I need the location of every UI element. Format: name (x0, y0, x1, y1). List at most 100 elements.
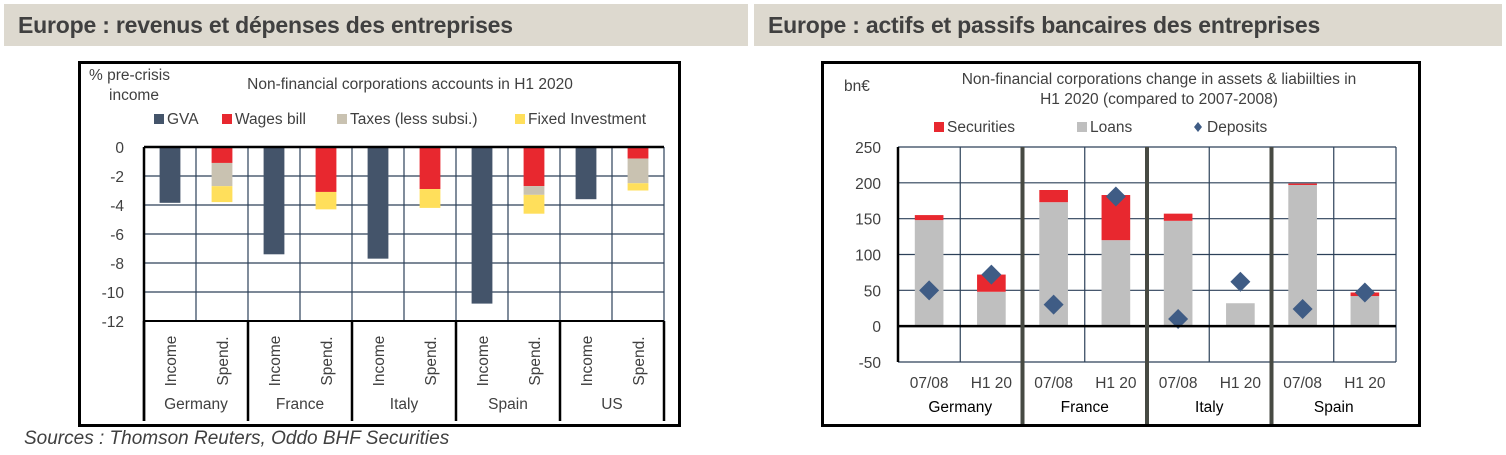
y-tick-label: 0 (115, 140, 124, 157)
bar-taxes-us (627, 158, 649, 184)
legend-label: Deposits (1207, 119, 1268, 136)
x-group-label: Germany (928, 399, 992, 416)
bar-securities (914, 215, 944, 221)
legend-swatch (222, 114, 232, 124)
x-subcategory-label: 07/08 (1034, 375, 1073, 392)
x-subcategory-label: Income (371, 336, 388, 387)
marker-deposits (981, 264, 1002, 285)
bar-fixed-us (627, 183, 649, 191)
x-subcategory-label: Spend. (215, 336, 232, 385)
x-group-label: Spain (1314, 399, 1354, 416)
x-group-label: France (1061, 399, 1109, 416)
bar-fixed-italy (419, 189, 441, 208)
x-group-label: France (276, 396, 324, 413)
bar-fixed-france (315, 191, 337, 210)
x-subcategory-label: Income (579, 336, 596, 387)
y-tick-label: 200 (855, 176, 881, 193)
bar-loans (1163, 220, 1193, 327)
y-axis-label: income (109, 87, 159, 104)
marker-deposits (1354, 282, 1375, 303)
x-group-label: Spain (488, 396, 528, 413)
x-subcategory-label: Spend. (631, 336, 648, 385)
y-tick-label: 100 (855, 248, 881, 265)
bar-loans (977, 291, 1006, 327)
legend-swatch (1194, 122, 1202, 132)
x-subcategory-label: 07/08 (1283, 375, 1322, 392)
x-subcategory-label: Income (267, 336, 284, 387)
bar-securities (1288, 183, 1317, 185)
bar-securities (1039, 190, 1068, 203)
legend-swatch (934, 122, 944, 132)
bar-loans (1101, 240, 1131, 327)
marker-deposits (1168, 309, 1189, 329)
y-tick-label: -8 (110, 256, 124, 273)
marker-deposits (1292, 298, 1313, 319)
y-axis-label: bn€ (844, 78, 870, 95)
bar-wages-italy (419, 147, 441, 190)
y-tick-label: -50 (859, 355, 882, 372)
legend-label: Wages bill (235, 111, 306, 128)
bar-wages-france (315, 147, 337, 192)
y-tick-label: -6 (110, 227, 124, 244)
x-subcategory-label: Spend. (319, 336, 336, 385)
bar-wages-germany (211, 147, 233, 163)
x-group-label: Italy (1195, 399, 1224, 416)
y-tick-label: -4 (110, 198, 124, 215)
bar-loans (914, 220, 944, 327)
x-group-label: Germany (164, 396, 228, 413)
section-header-left: Europe : revenus et dépenses des entrepr… (4, 4, 748, 46)
legend-label: Taxes (less subsi.) (350, 111, 477, 128)
source-note: Sources : Thomson Reuters, Oddo BHF Secu… (24, 428, 450, 449)
x-subcategory-label: H1 20 (1344, 375, 1386, 392)
x-subcategory-label: H1 20 (971, 375, 1013, 392)
marker-deposits (919, 280, 940, 301)
x-subcategory-label: Spend. (423, 336, 440, 385)
y-axis-label: % pre-crisis (89, 67, 170, 84)
chart-title: Non-financial corporations accounts in H… (247, 76, 573, 93)
section-header-right: Europe : actifs et passifs bancaires des… (754, 4, 1502, 46)
y-tick-label: -10 (102, 285, 125, 302)
bar-fixed-germany (211, 186, 233, 203)
section-title-left: Europe : revenus et dépenses des entrepr… (18, 12, 513, 38)
chart-frame-assets-liabilities: bn€ Non-financial corporations change in … (821, 61, 1421, 427)
chart-title: H1 2020 (compared to 2007-2008) (1040, 91, 1278, 108)
bar-taxes-spain (523, 186, 545, 195)
y-tick-label: 250 (855, 140, 881, 157)
legend-swatch (337, 114, 347, 124)
x-subcategory-label: 07/08 (1159, 375, 1198, 392)
y-tick-label: 0 (872, 319, 881, 336)
chart-frame-income-spending: % pre-crisis income Non-financial corporat… (78, 61, 681, 427)
legend-label: Loans (1090, 119, 1132, 136)
x-subcategory-label: Income (475, 336, 492, 387)
x-subcategory-label: 07/08 (910, 375, 949, 392)
y-tick-label: 50 (864, 283, 882, 300)
y-tick-label: -12 (102, 314, 124, 331)
bar-wages-us (627, 147, 649, 159)
x-subcategory-label: Spend. (527, 336, 544, 385)
legend-swatch (154, 114, 164, 124)
bar-gva-italy (367, 147, 389, 259)
section-title-right: Europe : actifs et passifs bancaires des… (768, 12, 1321, 38)
bar-taxes-germany (211, 162, 233, 187)
legend-swatch (515, 114, 525, 124)
chart-assets-liabilities: bn€ Non-financial corporations change in … (844, 71, 1397, 424)
marker-deposits (1230, 271, 1251, 292)
bar-fixed-spain (523, 194, 545, 214)
y-tick-label: -2 (110, 169, 124, 186)
bar-gva-germany (159, 147, 181, 203)
legend-label: Securities (947, 119, 1015, 136)
bar-securities (1163, 213, 1193, 221)
bar-gva-spain (471, 147, 493, 304)
bar-gva-us (575, 147, 597, 200)
bar-wages-spain (523, 147, 545, 187)
x-group-label: Italy (390, 396, 419, 413)
y-tick-label: 150 (855, 212, 881, 229)
chart-title: Non-financial corporations change in ass… (962, 71, 1357, 88)
bar-loans (1226, 303, 1255, 327)
legend-label: GVA (167, 111, 199, 128)
chart-income-spending: % pre-crisis income Non-financial corporat… (89, 67, 666, 421)
legend-swatch (1077, 122, 1087, 132)
x-subcategory-label: Income (163, 336, 180, 387)
bar-gva-france (263, 147, 285, 255)
legend-label: Fixed Investment (528, 111, 647, 128)
